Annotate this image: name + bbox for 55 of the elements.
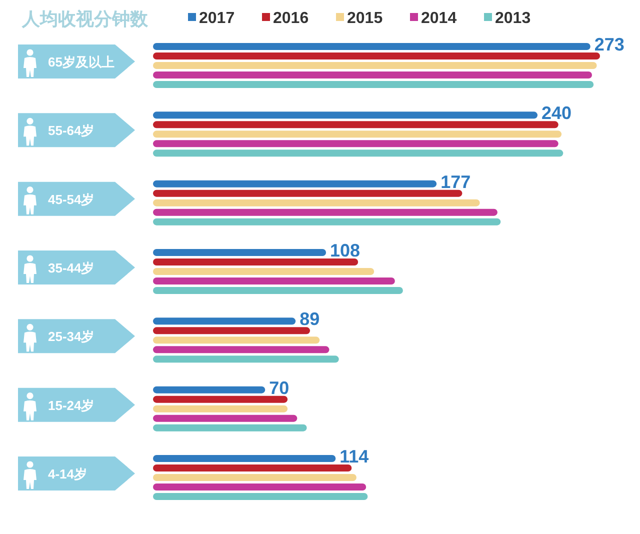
bar [153,62,597,69]
bar [153,414,298,422]
bar [153,81,594,88]
bar [153,72,592,78]
legend-label: 2013 [495,10,531,27]
bar [153,386,266,394]
data-label: 177 [440,172,471,192]
legend-label: 2015 [347,10,383,27]
chart-title: 人均收视分钟数 [21,9,149,29]
data-label: 108 [330,240,360,260]
bar [153,464,352,472]
bar [153,405,288,412]
data-label: 114 [340,446,369,466]
data-label: 70 [269,378,290,398]
bar [153,396,288,403]
bar [153,287,403,294]
bar [153,52,600,60]
y-tick-label: 25-34岁 [48,329,94,344]
legend-label: 2016 [273,10,309,27]
bar [153,140,558,148]
bar [153,121,558,128]
y-tick-label: 55-64岁 [48,123,94,138]
bar [153,493,368,500]
bar [153,327,310,334]
bar [153,455,336,462]
y-tick-label: 35-44岁 [48,260,94,276]
bar [153,249,326,256]
bar [153,130,562,138]
bar [153,190,462,197]
bar [153,43,590,50]
y-tick-label: 4-14岁 [48,466,88,482]
bar [153,424,307,432]
bar [153,336,320,344]
bar [153,208,498,216]
bar [153,484,366,490]
legend-label: 2017 [199,10,235,27]
y-tick-label: 15-24岁 [48,398,94,413]
data-label: 89 [300,309,320,330]
bar [153,346,330,354]
bar [153,150,564,157]
legend-label: 2014 [421,10,457,27]
data-label: 273 [594,34,624,54]
bar [153,474,356,481]
bar [153,268,374,275]
bar [153,278,395,284]
data-label: 240 [542,103,572,124]
y-tick-label: 65岁及以上 [48,54,114,70]
bar [153,318,296,325]
bar [153,112,538,119]
bar [153,199,480,206]
bar [153,258,358,266]
bar [153,218,501,226]
bar [153,356,339,363]
bar [153,180,437,188]
y-tick-label: 45-54岁 [48,192,94,207]
